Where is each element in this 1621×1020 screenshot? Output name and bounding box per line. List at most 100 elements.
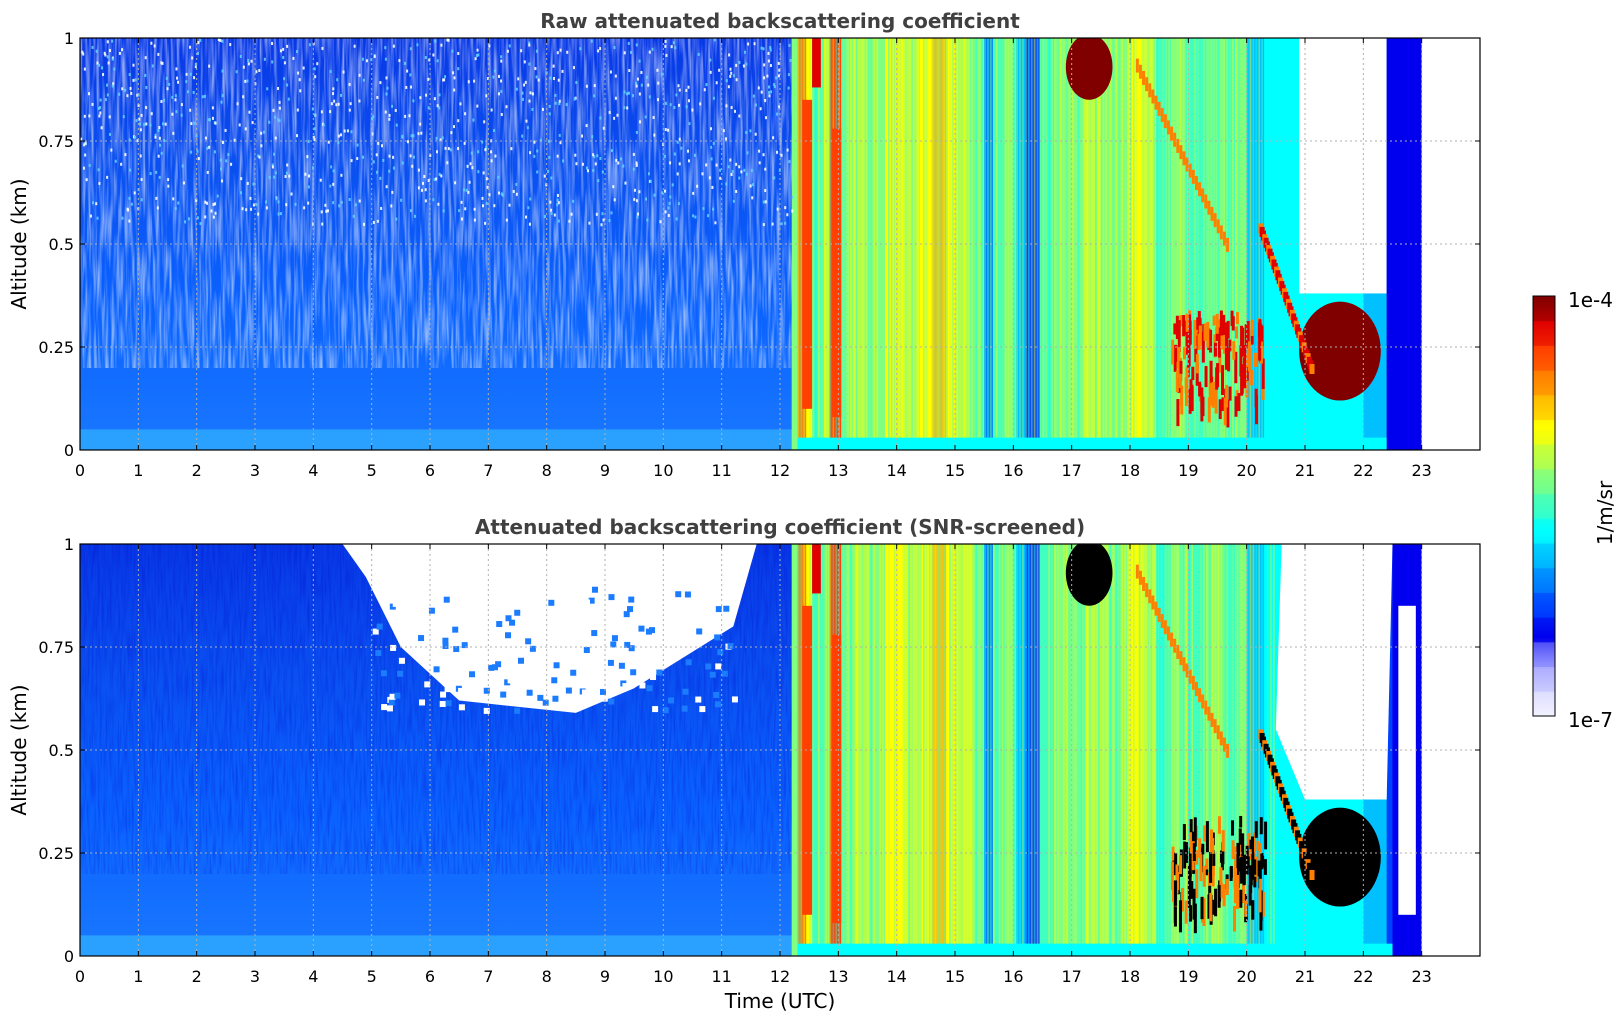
heatmap-speckle — [649, 627, 656, 634]
heatmap-speckle — [713, 38, 716, 42]
heatmap-cell-hot — [1260, 325, 1264, 347]
heatmap-speckle — [625, 672, 632, 679]
heatmap-speckle — [219, 158, 222, 162]
heatmap-speckle — [381, 144, 384, 148]
heatmap-speckle — [497, 92, 500, 96]
heatmap-speckle — [710, 157, 713, 161]
heatmap-speckle — [160, 151, 163, 155]
heatmap-speckle — [754, 103, 757, 107]
heatmap-cell-hot — [1173, 323, 1177, 335]
heatmap-cell-hot — [1221, 830, 1225, 852]
heatmap-speckle — [492, 75, 495, 79]
heatmap-speckle — [526, 689, 533, 696]
heatmap-speckle — [418, 635, 425, 642]
heatmap-speckle — [703, 88, 706, 92]
heatmap-cell-hot — [1239, 815, 1243, 828]
heatmap-speckle — [433, 178, 436, 182]
heatmap-cell-hot — [1188, 669, 1192, 684]
y-tick-label: 0 — [64, 947, 74, 966]
heatmap-stripe — [972, 544, 975, 956]
heatmap-speckle — [444, 75, 447, 79]
heatmap-speckle — [277, 212, 280, 216]
heatmap-cell-hot — [1183, 841, 1187, 869]
heatmap-speckle — [640, 71, 643, 75]
heatmap-cell-hot — [1195, 850, 1199, 865]
heatmap-speckle — [224, 128, 227, 132]
heatmap-speckle — [687, 99, 690, 103]
heatmap-speckle — [566, 50, 569, 54]
heatmap-speckle — [409, 73, 412, 77]
heatmap-speckle — [411, 588, 418, 595]
heatmap-cell-hot — [1253, 859, 1257, 875]
heatmap-cell-hot — [1171, 846, 1175, 865]
heatmap-speckle — [675, 93, 678, 97]
heatmap-speckle — [528, 62, 531, 66]
heatmap-speckle — [669, 161, 672, 165]
heatmap-speckle — [547, 139, 550, 143]
heatmap-speckle — [330, 102, 333, 106]
heatmap-cell-hot — [1236, 874, 1240, 898]
heatmap-stripe — [1147, 544, 1150, 956]
heatmap-cell-hot — [1239, 345, 1243, 377]
heatmap-speckle — [189, 72, 192, 76]
heatmap-speckle — [385, 92, 388, 96]
heatmap-speckle — [450, 131, 453, 135]
heatmap-stripe — [963, 544, 966, 956]
heatmap-speckle — [221, 179, 224, 183]
heatmap-speckle — [271, 42, 274, 46]
heatmap-cell-cloud — [802, 605, 813, 915]
heatmap-cell-hot — [1232, 905, 1236, 932]
heatmap-speckle — [82, 166, 85, 170]
heatmap-speckle — [210, 209, 213, 213]
heatmap-stripe — [867, 38, 870, 450]
heatmap-speckle — [427, 179, 430, 183]
heatmap-cell-hot — [1198, 182, 1202, 197]
heatmap-cell-hot — [1226, 399, 1230, 428]
heatmap-speckle — [324, 203, 327, 207]
heatmap-stripe — [817, 38, 820, 450]
heatmap-speckle — [204, 136, 207, 140]
heatmap-stripe — [1071, 38, 1074, 450]
heatmap-stripe — [987, 544, 989, 956]
heatmap-speckle — [424, 199, 427, 203]
heatmap-stripe — [1252, 544, 1255, 956]
heatmap-speckle — [295, 134, 298, 138]
heatmap-speckle — [442, 78, 445, 82]
heatmap-speckle — [121, 48, 124, 52]
heatmap-speckle — [535, 49, 538, 53]
heatmap-speckle — [438, 106, 441, 110]
heatmap-speckle — [691, 108, 694, 112]
heatmap-column — [885, 38, 904, 450]
heatmap-speckle — [440, 43, 443, 47]
heatmap-speckle — [523, 60, 526, 64]
heatmap-speckle — [91, 102, 94, 106]
heatmap-cell-hot — [1214, 888, 1218, 917]
heatmap-speckle — [635, 84, 638, 88]
heatmap-speckle — [623, 595, 630, 602]
heatmap-cell-hot — [1231, 316, 1235, 331]
heatmap-speckle — [602, 218, 605, 222]
heatmap-stripe — [876, 544, 878, 956]
heatmap-stripe — [841, 38, 843, 450]
heatmap-speckle — [107, 61, 110, 65]
heatmap-speckle — [384, 110, 387, 114]
heatmap-cell-hot — [1205, 864, 1209, 876]
heatmap-speckle — [434, 39, 437, 43]
heatmap-speckle — [395, 123, 398, 127]
heatmap-stripe — [1083, 38, 1086, 450]
heatmap-cell-hot — [1213, 213, 1217, 228]
heatmap-stripe — [1156, 544, 1158, 956]
heatmap-speckle — [754, 132, 757, 136]
heatmap-speckle — [100, 126, 103, 130]
heatmap-speckle — [409, 209, 412, 213]
heatmap-speckle — [271, 163, 274, 167]
heatmap-speckle — [747, 42, 750, 46]
x-tick-label: 22 — [1353, 461, 1373, 480]
heatmap-speckle — [412, 99, 415, 103]
heatmap-speckle — [104, 98, 107, 102]
heatmap-speckle — [433, 97, 436, 101]
heatmap-stripe — [826, 38, 829, 450]
heatmap-speckle — [600, 688, 607, 695]
heatmap-cell-hot — [1191, 831, 1195, 844]
heatmap-speckle — [158, 175, 161, 179]
